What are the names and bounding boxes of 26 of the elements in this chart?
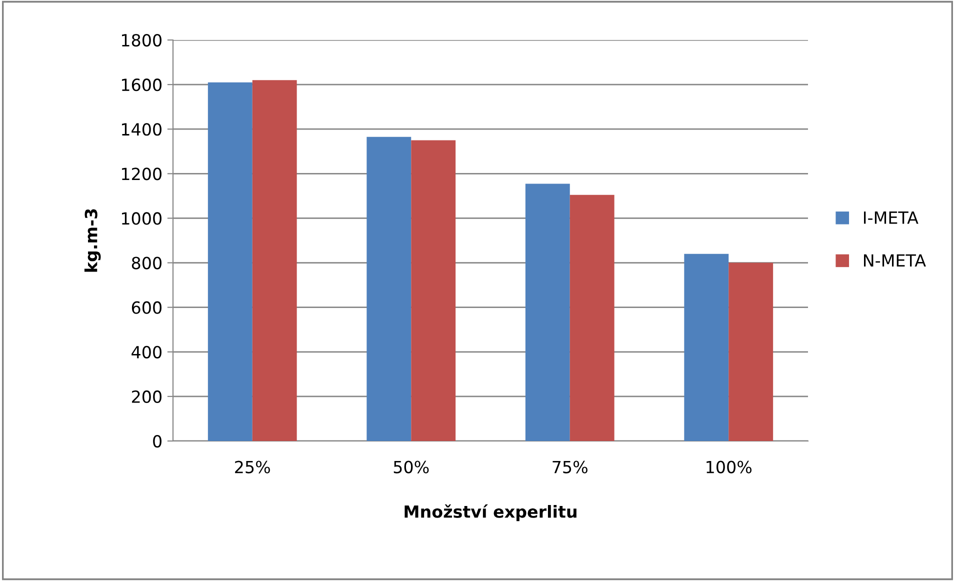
bar	[208, 82, 252, 441]
y-tick-label: 1000	[122, 212, 162, 225]
bar	[366, 136, 412, 441]
y-tick-label: 1200	[122, 168, 162, 180]
x-tick-label: 75%	[552, 460, 588, 474]
legend-label: N-META	[864, 254, 926, 266]
x-tick-label: 25%	[235, 460, 270, 474]
bar	[525, 184, 570, 441]
bar	[252, 80, 297, 441]
y-tick-label: 600	[132, 301, 162, 314]
y-tick-label: 1600	[122, 78, 162, 92]
bar	[728, 262, 774, 441]
y-tick-label: 1400	[122, 123, 162, 136]
y-tick-label: 0	[153, 434, 162, 448]
x-tick-label: 100%	[706, 460, 752, 474]
y-tick-label: 400	[132, 346, 162, 358]
bar	[570, 194, 614, 441]
y-tick-label: 200	[132, 390, 162, 404]
y-axis-title: kg.m-3	[84, 209, 101, 272]
y-tick-label: 800	[132, 256, 162, 270]
legend-label: I-META	[864, 212, 918, 224]
bar	[411, 140, 456, 441]
bar	[684, 254, 729, 441]
x-axis-title: Množství experlitu	[404, 504, 576, 522]
x-tick-label: 50%	[394, 460, 429, 474]
y-tick-label: 1800	[122, 34, 162, 47]
